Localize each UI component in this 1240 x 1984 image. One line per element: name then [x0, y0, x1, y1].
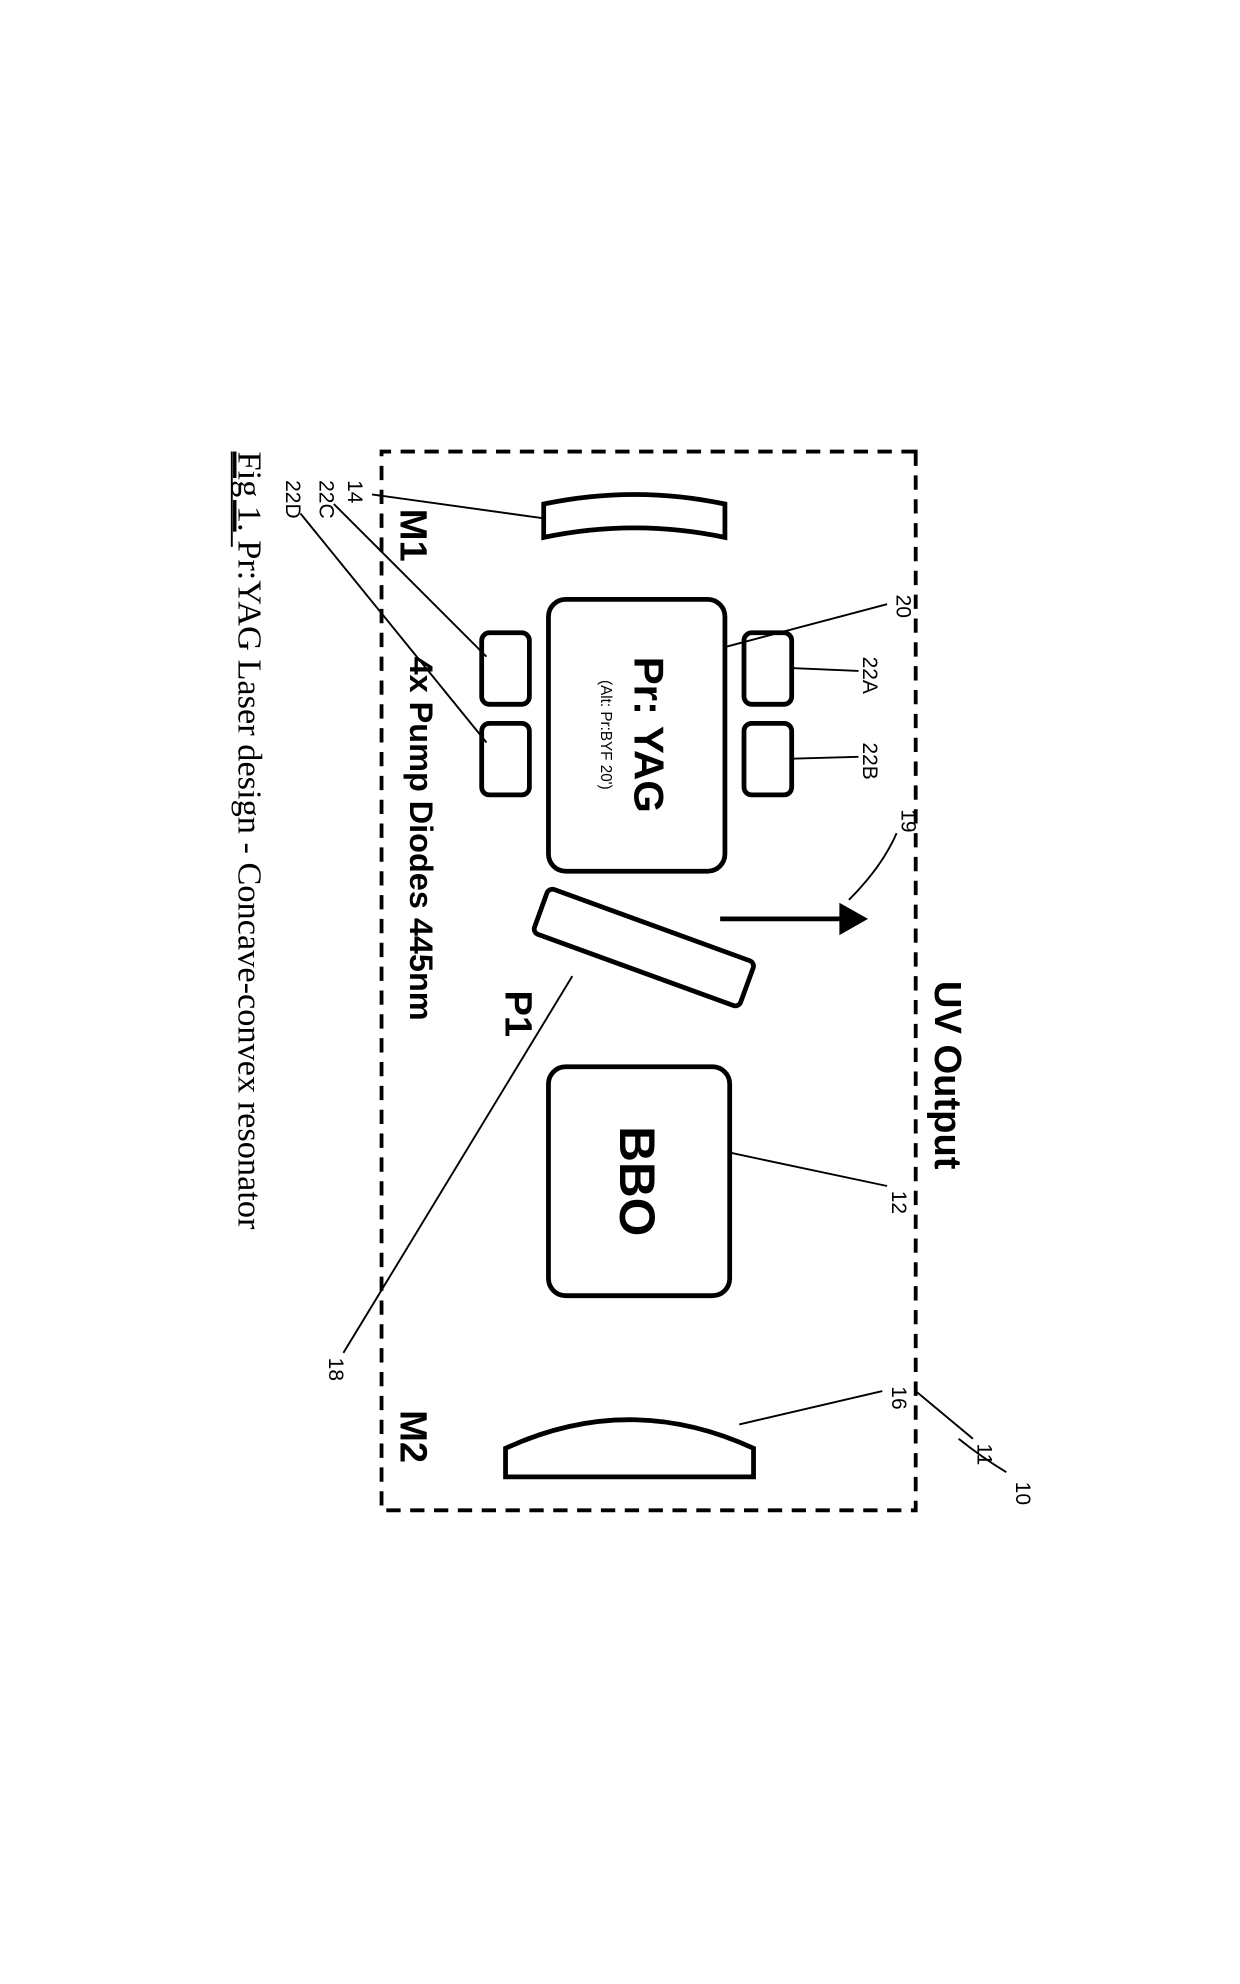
callout-18: 18: [324, 1358, 347, 1381]
callout-22b: 22B: [858, 742, 881, 779]
callout-14: 14: [343, 480, 366, 504]
m1-label: M1: [392, 509, 435, 562]
callout-10: 10: [1011, 1482, 1034, 1505]
callout-22d: 22D: [281, 480, 304, 518]
m2-label: M2: [392, 1410, 435, 1463]
figure-title-text: Pr:YAG Laser design - Concave-convex res…: [230, 540, 268, 1230]
diagram-svg: Pr: YAG (Alt: Pr:BYF 20') BBO UV Output …: [0, 380, 1240, 1620]
callout-12: 12: [887, 1191, 910, 1214]
gain-medium-alt: (Alt: Pr:BYF 20'): [597, 680, 614, 790]
p1-label: P1: [497, 990, 540, 1037]
mirror-m2: [506, 1420, 754, 1477]
pump-diodes-label: 4x Pump Diodes 445nm: [403, 657, 439, 1021]
laser-diagram: Pr: YAG (Alt: Pr:BYF 20') BBO UV Output …: [0, 380, 1240, 1620]
cavity-box: [382, 452, 916, 1511]
callout-11-line: [916, 1391, 973, 1439]
callout-12-line: [730, 1153, 887, 1186]
diode-22b: [744, 723, 792, 795]
bbo-label: BBO: [609, 1126, 665, 1236]
callout-20: 20: [892, 595, 915, 618]
plate-p1: [533, 888, 755, 1008]
diode-22a: [744, 633, 792, 705]
callout-22a-line: [792, 668, 859, 671]
uv-arrow-head: [839, 903, 868, 935]
callout-19: 19: [896, 809, 919, 832]
callout-16-line: [739, 1391, 882, 1424]
uv-output-label: UV Output: [926, 981, 969, 1170]
callout-19-line: [849, 833, 897, 900]
callout-22a: 22A: [858, 657, 881, 694]
callout-22b-line: [792, 757, 859, 759]
figure-title: Fig 1. Pr:YAG Laser design - Concave-con…: [230, 452, 268, 1230]
callout-11: 11: [973, 1444, 996, 1466]
mirror-m1: [544, 494, 725, 537]
callout-18-line: [343, 976, 572, 1353]
callout-20-line: [725, 604, 887, 647]
diode-22d: [482, 723, 530, 795]
diode-22c: [482, 633, 530, 705]
callout-16: 16: [887, 1386, 910, 1409]
gain-medium-label: Pr: YAG: [625, 657, 672, 813]
callout-22c: 22C: [315, 480, 338, 518]
figure-label: Fig 1.: [230, 452, 268, 532]
